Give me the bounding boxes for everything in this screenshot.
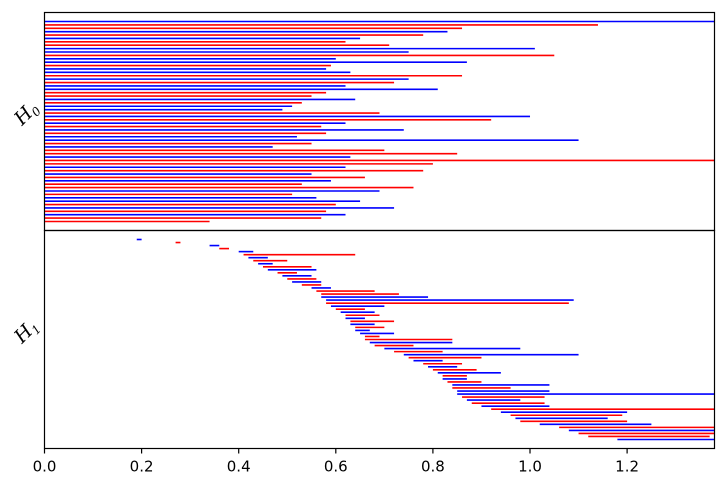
x-tick-label-6: 1.2 <box>615 458 639 476</box>
svg-text:H1: H1 <box>9 315 43 349</box>
x-tick-label-2: 0.4 <box>227 458 251 476</box>
x-tick-label-5: 1.0 <box>518 458 542 476</box>
svg-text:H0: H0 <box>9 97 44 132</box>
x-tick-label-4: 0.8 <box>421 458 445 476</box>
panel-h1-frame <box>43 229 716 450</box>
x-tick-label-0: 0.0 <box>33 458 57 476</box>
x-tick-label-3: 0.6 <box>324 458 348 476</box>
panel-h0-label: H0 <box>9 97 44 132</box>
bars-layer <box>44 20 715 441</box>
x-tick-label-1: 0.2 <box>130 458 154 476</box>
panel-h1-label: H1 <box>9 315 43 349</box>
x-axis: 0.0 0.2 0.4 0.6 0.8 1.0 1.2 <box>33 448 639 476</box>
